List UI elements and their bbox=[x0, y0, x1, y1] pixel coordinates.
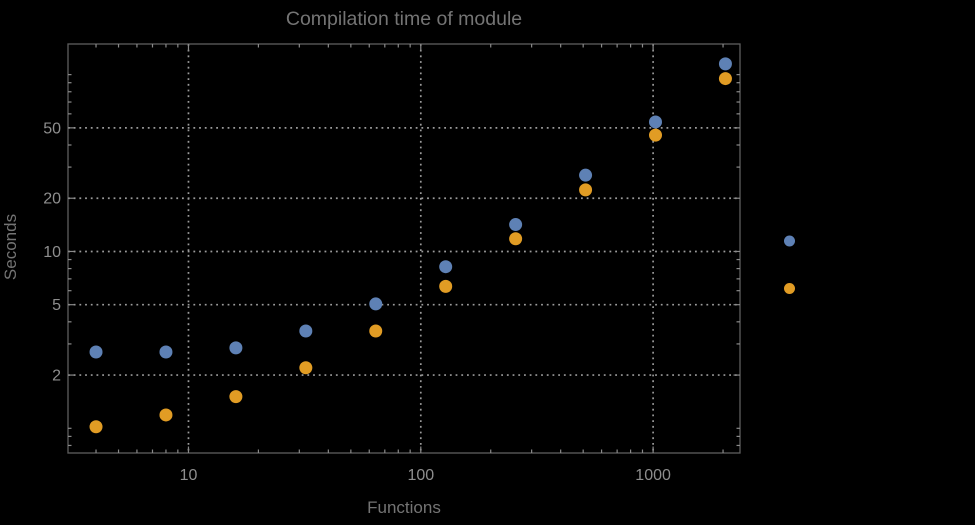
data-point-series-blue bbox=[718, 57, 732, 71]
data-point-series-orange bbox=[369, 324, 383, 338]
tick-layer bbox=[68, 44, 740, 453]
y-tick-label: 10 bbox=[43, 244, 61, 261]
frame-layer bbox=[67, 43, 741, 454]
x-axis-label: Functions bbox=[367, 498, 441, 517]
legend-marker-series-blue bbox=[784, 235, 795, 247]
data-point-series-orange bbox=[718, 72, 732, 86]
x-tick-label: 10 bbox=[180, 467, 198, 484]
data-point-layer bbox=[89, 57, 732, 434]
data-point-series-orange bbox=[649, 128, 663, 142]
data-point-series-orange bbox=[509, 232, 523, 246]
legend-layer bbox=[784, 235, 795, 294]
data-point-series-blue bbox=[649, 115, 663, 129]
x-tick-label: 100 bbox=[407, 467, 434, 484]
y-tick-label: 50 bbox=[43, 120, 61, 137]
x-tick-label: 1000 bbox=[635, 467, 671, 484]
data-point-series-blue bbox=[229, 341, 243, 355]
legend-marker-series-orange bbox=[784, 283, 795, 294]
data-point-series-orange bbox=[89, 420, 103, 434]
tick-label-layer: 10 100 1000 2 5 10 20 50 bbox=[43, 120, 671, 484]
chart-title: Compilation time of module bbox=[286, 8, 522, 30]
data-point-series-orange bbox=[229, 390, 243, 404]
data-point-series-blue bbox=[159, 345, 173, 359]
data-point-series-blue bbox=[579, 168, 593, 182]
data-point-series-blue bbox=[509, 218, 523, 232]
data-point-series-orange bbox=[299, 361, 313, 375]
data-point-series-blue bbox=[439, 260, 453, 274]
grid-layer bbox=[68, 44, 740, 453]
y-tick-label: 2 bbox=[52, 368, 61, 385]
y-tick-label: 20 bbox=[43, 191, 61, 208]
y-tick-label: 5 bbox=[52, 297, 61, 314]
y-axis-label: Seconds bbox=[1, 214, 20, 280]
plot-frame bbox=[67, 43, 741, 454]
data-point-series-orange bbox=[439, 279, 453, 293]
data-point-series-orange bbox=[579, 183, 593, 197]
data-point-series-orange bbox=[159, 408, 173, 422]
data-point-series-blue bbox=[299, 324, 313, 338]
data-point-series-blue bbox=[369, 297, 383, 311]
data-point-series-blue bbox=[89, 345, 103, 359]
